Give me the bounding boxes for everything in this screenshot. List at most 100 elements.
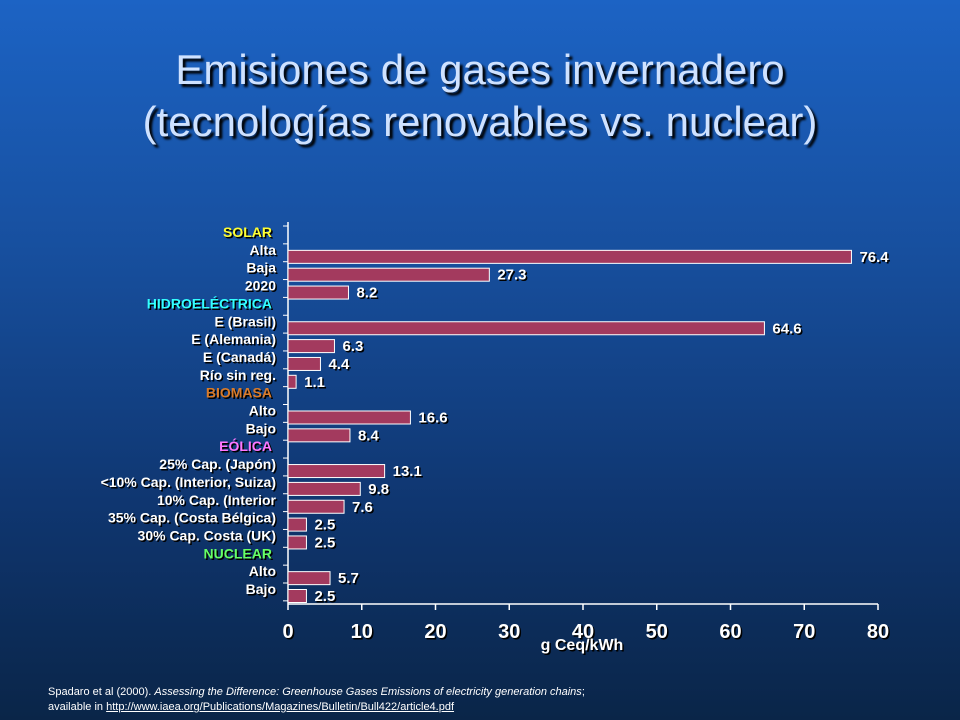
category-label: E (Alemania): [191, 331, 276, 347]
x-tick-label-shadow: 70: [795, 623, 817, 645]
value-label-shadow: 2.5: [316, 518, 337, 535]
bar: [287, 285, 349, 300]
category-label-shadow: 10% Cap. (Interior: [158, 493, 278, 509]
bar: [287, 589, 307, 603]
category-label-shadow: E (Canadá): [204, 350, 277, 366]
bar: [287, 374, 297, 389]
category-label: E (Brasil): [215, 313, 276, 329]
group-label-eólica: EÓLICA: [219, 437, 272, 454]
category-label-shadow: Bajo: [247, 583, 277, 599]
bar: [287, 535, 307, 550]
x-tick-label-shadow: 60: [721, 623, 743, 645]
x-tick-label-shadow: 80: [868, 623, 890, 645]
x-tick-label-shadow: 10: [352, 623, 374, 645]
category-label-shadow: Alto: [250, 404, 277, 420]
group-label-nuclear: NUCLEAR: [204, 545, 272, 561]
value-label-shadow: 13.1: [394, 465, 423, 482]
x-tick-label: 30: [498, 621, 520, 643]
bar: [287, 517, 307, 532]
category-label: Alta: [250, 242, 277, 258]
group-label-solar-shadow: SOLAR: [225, 226, 274, 242]
value-label-shadow: 16.6: [420, 411, 449, 428]
value-label-shadow: 2.5: [316, 590, 337, 607]
category-label: Alto: [249, 403, 276, 419]
group-label-nuclear-shadow: NUCLEAR: [205, 547, 273, 563]
value-label: 1.1: [304, 374, 325, 391]
citation-line-2: available in http://www.iaea.org/Publica…: [48, 700, 948, 715]
value-label-shadow: 2.5: [316, 536, 337, 553]
category-label: 35% Cap. (Costa Bélgica): [108, 510, 276, 526]
category-label-shadow: 25% Cap. (Japón): [161, 458, 278, 474]
category-label: 10% Cap. (Interior: [157, 492, 277, 508]
value-label: 4.4: [328, 356, 350, 373]
bar: [287, 410, 411, 425]
category-label-shadow: E (Brasil): [216, 315, 277, 331]
value-label-shadow: 76.4: [861, 250, 891, 267]
category-label: E (Canadá): [203, 349, 276, 365]
bar: [287, 481, 361, 496]
value-label-shadow: 27.3: [499, 268, 528, 285]
value-label-shadow: 7.6: [354, 500, 375, 517]
value-label: 2.5: [314, 588, 335, 605]
x-tick-label: 60: [719, 621, 741, 643]
category-label: 2020: [245, 278, 276, 294]
citation-authors: Spadaro et al (2000).: [48, 686, 152, 698]
value-label-shadow: 1.1: [306, 375, 327, 392]
category-label: 25% Cap. (Japón): [159, 456, 276, 472]
group-label-hidroeléctrica: HIDROELÉCTRICA: [147, 295, 272, 311]
value-label: 8.4: [358, 427, 380, 444]
slide-title: Emisiones de gases invernadero (tecnolog…: [0, 44, 960, 148]
category-label: Río sin reg.: [200, 367, 276, 383]
value-label: 6.3: [342, 338, 363, 355]
category-label-shadow: Río sin reg.: [201, 368, 277, 384]
category-label: Bajo: [246, 420, 276, 436]
x-tick-label-shadow: 40: [573, 623, 595, 645]
value-label-shadow: 6.3: [344, 340, 365, 357]
title-line-1: Emisiones de gases invernadero: [175, 46, 785, 93]
bar: [287, 339, 335, 354]
value-label-shadow: 5.7: [340, 572, 361, 589]
category-label-shadow: 35% Cap. (Costa Bélgica): [109, 511, 277, 527]
x-tick-label: 40: [572, 621, 594, 643]
value-label-shadow: 4.4: [330, 357, 352, 374]
citation-available-prefix: available in: [48, 701, 104, 713]
bar: [287, 571, 331, 586]
category-label-shadow: Alto: [250, 565, 277, 581]
value-label-shadow: 9.8: [370, 482, 391, 499]
value-label: 27.3: [497, 267, 526, 284]
group-label-solar: SOLAR: [223, 224, 272, 240]
category-label: Baja: [246, 260, 276, 276]
value-label: 2.5: [314, 534, 335, 551]
value-label: 64.6: [772, 320, 801, 337]
value-label: 16.6: [418, 410, 447, 427]
x-tick-label: 20: [424, 621, 446, 643]
citation-link[interactable]: http://www.iaea.org/Publications/Magazin…: [106, 701, 455, 713]
category-label-shadow: E (Alemania): [193, 333, 278, 349]
x-axis-title-shadow: g Ceq/kWh: [542, 639, 625, 656]
x-tick-label: 80: [867, 621, 889, 643]
citation: Spadaro et al (2000). Assessing the Diff…: [48, 685, 948, 715]
category-label: 30% Cap. Costa (UK): [138, 527, 276, 543]
x-tick-label: 70: [793, 621, 815, 643]
x-tick-label-shadow: 20: [426, 623, 448, 645]
group-label-biomasa-shadow: BIOMASA: [207, 386, 273, 402]
x-tick-label-shadow: 30: [500, 623, 522, 645]
x-tick-label-shadow: 50: [647, 623, 669, 645]
value-label: 7.6: [352, 499, 373, 516]
citation-work: Assessing the Difference: Greenhouse Gas…: [154, 686, 582, 698]
value-label: 76.4: [859, 249, 889, 266]
category-label-shadow: Baja: [248, 261, 278, 277]
category-label-shadow: Alta: [251, 243, 278, 259]
bar: [287, 321, 765, 336]
category-label: <10% Cap. (Interior, Suiza): [101, 474, 276, 490]
x-axis-title: g Ceq/kWh: [541, 637, 624, 654]
x-tick-label-shadow: 0: [284, 623, 295, 645]
x-tick-label: 0: [282, 621, 293, 643]
x-tick-label: 10: [351, 621, 373, 643]
citation-line-1: Spadaro et al (2000). Assessing the Diff…: [48, 685, 948, 700]
value-label-shadow: 8.4: [359, 429, 381, 446]
value-label: 13.1: [393, 463, 422, 480]
group-label-hidroeléctrica-shadow: HIDROELÉCTRICA: [148, 297, 273, 313]
category-label-shadow: 2020: [246, 279, 277, 295]
